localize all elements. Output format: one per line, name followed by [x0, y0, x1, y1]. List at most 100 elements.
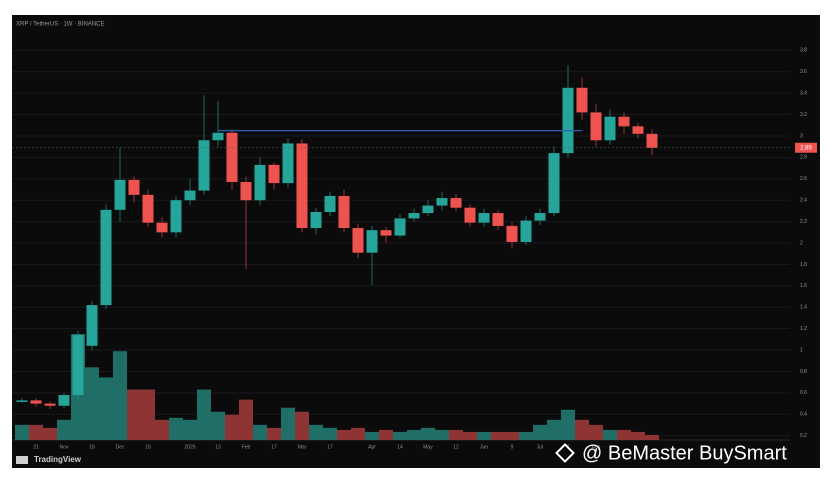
volume-bar — [351, 427, 365, 440]
chart-title: XRP / TetherUS · 1W · BINANCE — [16, 22, 104, 28]
candle-body — [296, 143, 308, 229]
candle-body — [408, 213, 420, 219]
y-tick-label: 1.8 — [800, 262, 807, 268]
y-tick-label: 1.2 — [800, 326, 807, 332]
y-tick-label: 2.4 — [800, 198, 807, 204]
candle-body — [240, 182, 252, 201]
x-tick-label: Feb — [242, 444, 251, 450]
volume-bar — [211, 411, 225, 440]
volume-bar — [127, 389, 141, 440]
volume-bar — [183, 419, 197, 440]
candle-body — [212, 132, 224, 141]
y-tick-label: 3.2 — [800, 112, 807, 118]
volume-bar — [113, 351, 127, 440]
candle-body — [310, 211, 322, 229]
x-tick-label: Mar — [298, 444, 307, 450]
volume-bar — [617, 429, 631, 440]
candle-body — [394, 218, 406, 236]
x-tick-label: 2025 — [184, 444, 195, 450]
volume-bar — [477, 431, 491, 440]
price-label-box — [795, 142, 817, 153]
candle-body — [576, 87, 588, 113]
volume-bar — [491, 431, 505, 440]
candle-body — [72, 335, 84, 396]
y-tick-label: 3.8 — [800, 48, 807, 54]
candle-body — [464, 207, 476, 223]
candle-body — [520, 220, 532, 242]
y-tick-label: 2 — [800, 240, 803, 246]
volume-bar — [463, 431, 477, 440]
x-tick-label: Jun — [480, 444, 488, 450]
x-tick-label: Apr — [368, 444, 376, 450]
x-tick-label: Jul — [537, 444, 543, 450]
volume-bar — [547, 419, 561, 440]
candle-body — [184, 190, 196, 201]
y-tick-label: 2.2 — [800, 219, 807, 225]
x-tick-label: Dec — [116, 444, 125, 450]
volume-bar — [603, 429, 617, 440]
volume-bar — [253, 424, 267, 440]
y-tick-label: 3.4 — [800, 90, 807, 96]
candle-body — [366, 230, 378, 253]
volume-bar — [379, 429, 393, 440]
volume-bar — [561, 409, 575, 440]
x-tick-label: 16 — [145, 444, 151, 450]
x-tick-label: Aug — [592, 444, 601, 450]
volume-bar — [281, 407, 295, 440]
volume-bar — [337, 429, 351, 440]
candle-body — [562, 87, 574, 154]
volume-bar — [57, 419, 71, 440]
volume-bar — [421, 427, 435, 440]
candle-body — [198, 140, 210, 191]
volume-bar — [239, 399, 253, 440]
candle-body — [646, 133, 658, 148]
x-tick-label: 12 — [453, 444, 459, 450]
candle-body — [268, 164, 280, 184]
volume-bar — [407, 429, 421, 440]
candle-body — [156, 222, 168, 233]
branding-logo — [16, 456, 28, 464]
x-tick-label: 21 — [33, 444, 39, 450]
branding: TradingView — [34, 455, 82, 464]
x-tick-label: 13 — [215, 444, 221, 450]
y-tick-label: 3 — [800, 133, 803, 139]
volume-bar — [43, 427, 57, 440]
x-tick-label: Nov — [60, 444, 69, 450]
watermark-icon — [555, 443, 575, 463]
volume-bar — [309, 424, 323, 440]
candle-body — [30, 400, 42, 404]
candle-body — [58, 395, 70, 406]
volume-bar — [15, 424, 29, 440]
candle-body — [450, 198, 462, 208]
candle-body — [632, 126, 644, 134]
y-tick-label: 2.8 — [800, 155, 807, 161]
candle-body — [618, 116, 630, 127]
candle-body — [254, 164, 266, 201]
y-tick-label: 0.4 — [800, 412, 807, 418]
candle-body — [114, 179, 126, 210]
y-tick-label: 3.6 — [800, 69, 807, 75]
volume-bar — [323, 427, 337, 440]
candle-body — [100, 209, 112, 306]
volume-bar — [365, 431, 379, 440]
candle-body — [380, 230, 392, 236]
volume-bar — [169, 417, 183, 440]
candle-body — [534, 213, 546, 221]
price-label: 2.89 — [800, 145, 812, 151]
y-tick-label: 1.4 — [800, 305, 807, 311]
volume-bar — [435, 429, 449, 440]
volume-bar — [267, 427, 281, 440]
x-tick-label: 18 — [89, 444, 95, 450]
y-tick-label: 0.8 — [800, 369, 807, 375]
candle-body — [506, 225, 518, 242]
volume-bar — [589, 424, 603, 440]
y-tick-label: 1 — [800, 347, 803, 353]
y-tick-label: 2.6 — [800, 176, 807, 182]
volume-bar — [141, 389, 155, 440]
volume-bar — [533, 424, 547, 440]
candle-body — [492, 213, 504, 226]
candle-body — [478, 213, 490, 223]
candle-body — [226, 132, 238, 183]
candle-body — [128, 179, 140, 195]
candle-body — [324, 195, 336, 212]
